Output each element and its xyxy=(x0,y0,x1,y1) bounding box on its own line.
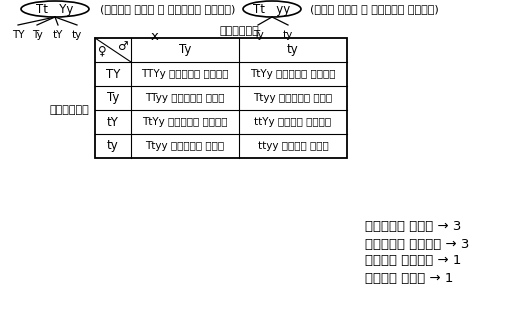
Text: TY: TY xyxy=(106,68,120,81)
Text: बौना हरा → 1: बौना हरा → 1 xyxy=(365,272,453,284)
Text: ttyy बौना हरा: ttyy बौना हरा xyxy=(257,141,328,151)
Text: Ttyy लम्बा हरा: Ttyy लम्बा हरा xyxy=(146,141,225,151)
Text: Ty: Ty xyxy=(32,30,42,40)
Text: TtYy लम्बा पीला: TtYy लम्बा पीला xyxy=(142,117,228,127)
Text: ♂: ♂ xyxy=(118,40,128,53)
Text: x: x xyxy=(151,30,159,43)
Text: tY: tY xyxy=(53,30,63,40)
Text: Tt   yy: Tt yy xyxy=(253,3,291,16)
Text: ttYy बौना पीला: ttYy बौना पीला xyxy=(254,117,332,127)
Text: tY: tY xyxy=(107,115,119,128)
Text: (हरे बीज व लम्बे पौधे): (हरे बीज व लम्बे पौधे) xyxy=(310,4,439,14)
Text: (पीले बीज व लम्बे पौधे): (पीले बीज व लम्बे पौधे) xyxy=(100,4,235,14)
Text: युग्मक: युग्मक xyxy=(49,105,89,115)
Text: TTYy लम्बा पीला: TTYy लम्बा पीला xyxy=(141,69,229,79)
Text: बौना पीला → 1: बौना पीला → 1 xyxy=(365,254,462,268)
Text: TTyy लम्बा हरा: TTyy लम्बा हरा xyxy=(145,93,225,103)
Text: Ty: Ty xyxy=(253,30,263,40)
Text: ty: ty xyxy=(72,30,82,40)
Text: लम्बा पीला → 3: लम्बा पीला → 3 xyxy=(365,238,469,250)
Text: युग्मक: युग्मक xyxy=(219,26,259,36)
Text: Tt   Yy: Tt Yy xyxy=(36,3,74,16)
Text: लम्बा हरा → 3: लम्बा हरा → 3 xyxy=(365,220,462,234)
Text: Ty: Ty xyxy=(107,91,119,105)
Text: ty: ty xyxy=(283,30,293,40)
Text: ty: ty xyxy=(287,44,299,56)
Text: TY: TY xyxy=(12,30,24,40)
Text: TtYy लम्बा पीला: TtYy लम्बा पीला xyxy=(250,69,336,79)
Text: ♀: ♀ xyxy=(98,44,107,57)
Text: Ty: Ty xyxy=(179,44,191,56)
Bar xyxy=(95,38,347,158)
Text: ty: ty xyxy=(107,140,119,152)
Text: Ttyy लम्बा हरा: Ttyy लम्बा हरा xyxy=(253,93,333,103)
